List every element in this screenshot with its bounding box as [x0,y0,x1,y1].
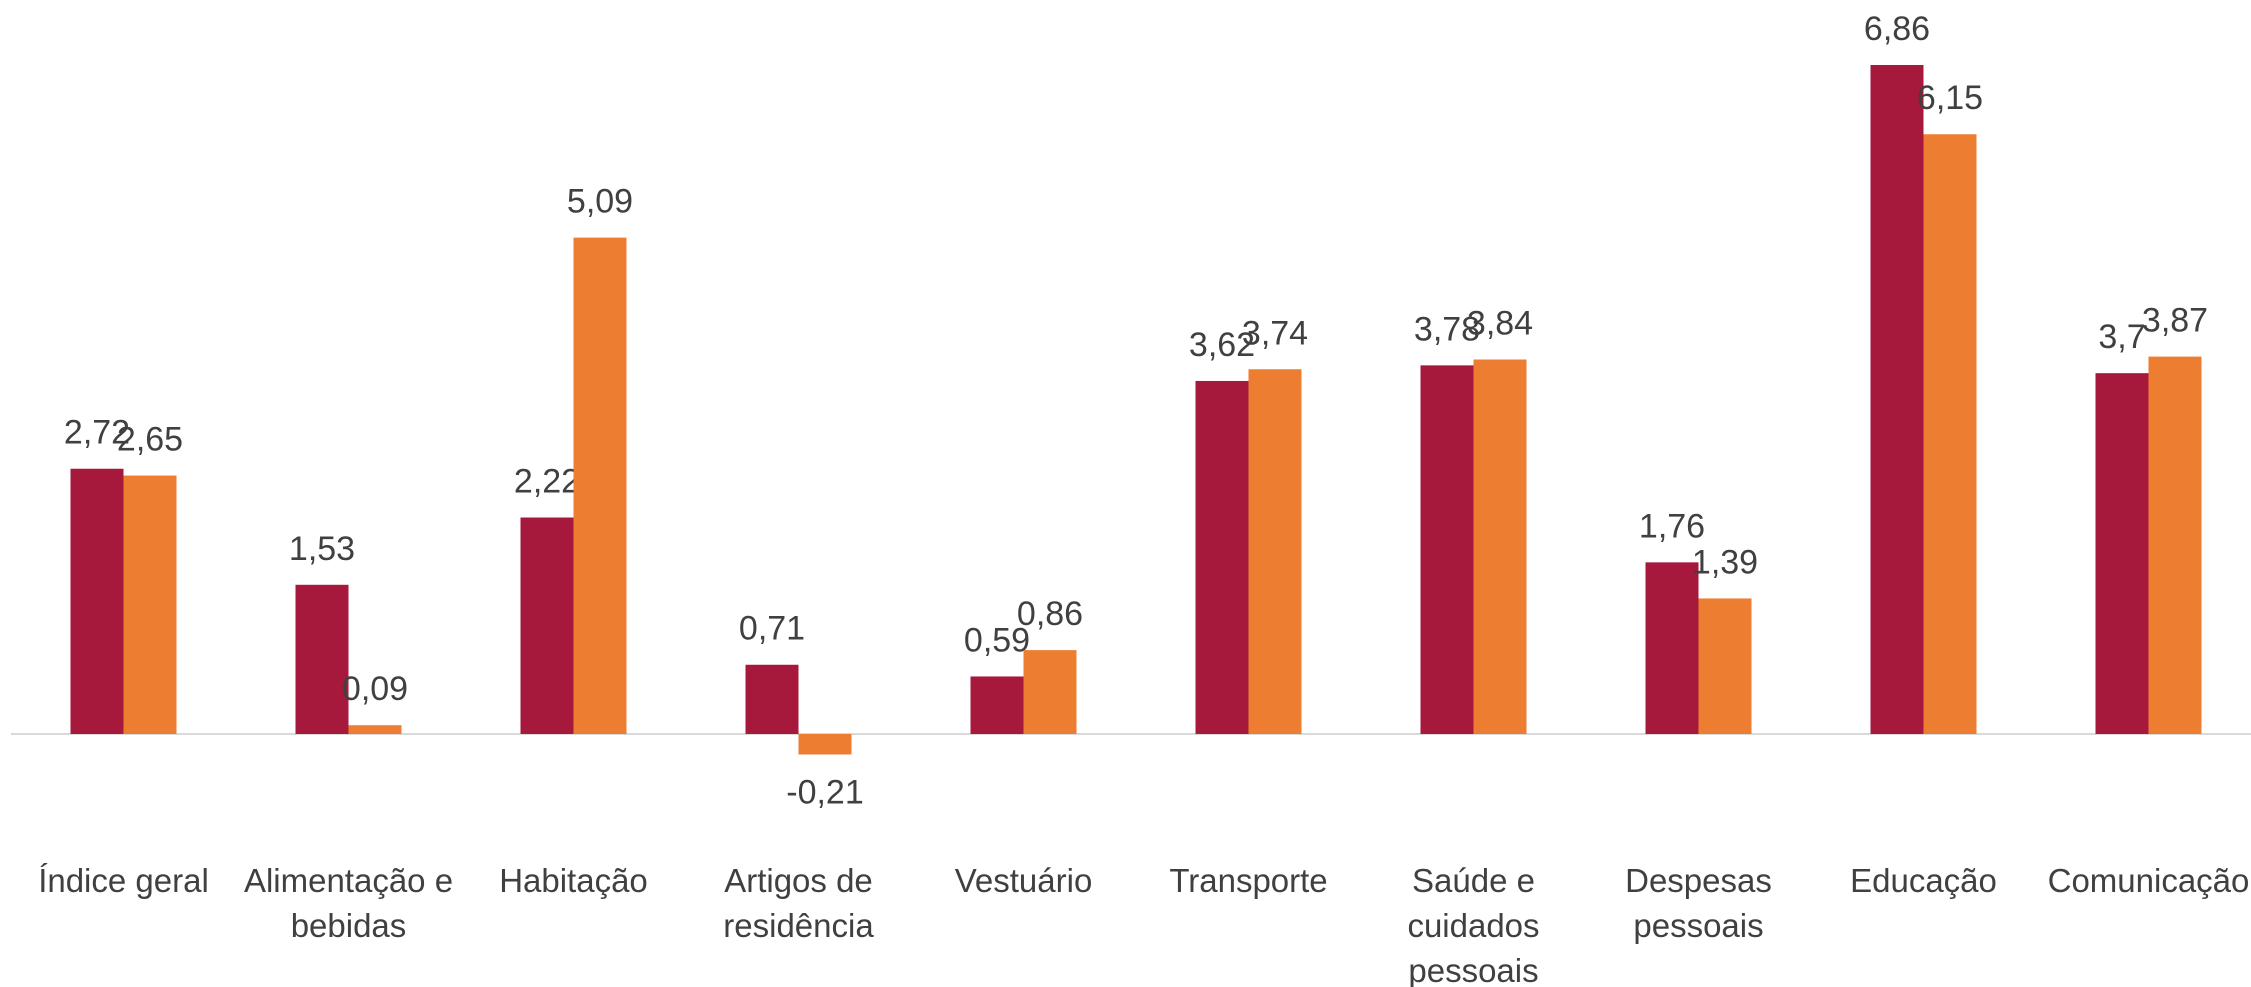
data-label: 5,09 [567,183,633,221]
bar [573,237,627,734]
data-label: 1,76 [1639,507,1705,545]
bar [123,475,177,734]
bar [1248,369,1302,734]
bar [1473,359,1527,734]
bar [295,584,349,734]
bar [798,734,852,755]
bar [70,468,124,734]
data-label: 6,15 [1917,79,1983,117]
data-label: 0,71 [739,610,805,648]
x-tick-label: Índice geral [38,862,209,899]
bar [520,517,574,734]
bar [1923,134,1977,734]
x-tick-label: Comunicação [2047,862,2250,899]
bar [1023,650,1077,734]
bar [1698,598,1752,734]
x-tick-label: Saúde e cuidados pessoais [1407,862,1540,987]
bar [348,725,402,734]
x-tick-label: Alimentação e bebidas [243,862,454,944]
data-label: 3,74 [1242,314,1308,352]
x-tick-label: Habitação [499,862,648,899]
data-label: 3,87 [2142,302,2208,340]
data-label: 0,86 [1017,595,1083,633]
data-label: -0,21 [786,773,864,811]
data-label: 3,62 [1189,326,1255,364]
data-label: 3,84 [1467,305,1533,343]
data-label: 2,22 [514,462,580,500]
x-tick-label: Vestuário [954,862,1093,899]
bar [1870,65,1924,734]
x-tick-label: Despesas pessoais [1625,862,1772,944]
x-tick-label: Educação [1850,862,1997,899]
bar [1645,562,1699,734]
data-label: 3,78 [1414,310,1480,348]
x-tick-label: Artigos de residência [723,862,874,944]
bar [745,664,799,734]
data-label: 1,53 [289,530,355,568]
data-label: 6,86 [1864,10,1930,48]
data-label: 1,39 [1692,543,1758,581]
x-tick-label: Transporte [1169,862,1328,899]
bar [2095,373,2149,734]
data-label: 2,72 [64,414,130,452]
bar [1195,380,1249,734]
data-label: 0,59 [964,621,1030,659]
bar [2148,356,2202,734]
data-label: 0,09 [342,670,408,708]
bar [1420,365,1474,734]
data-label: 2,65 [117,421,183,459]
data-label: 3,7 [2098,318,2145,356]
bar [970,676,1024,734]
